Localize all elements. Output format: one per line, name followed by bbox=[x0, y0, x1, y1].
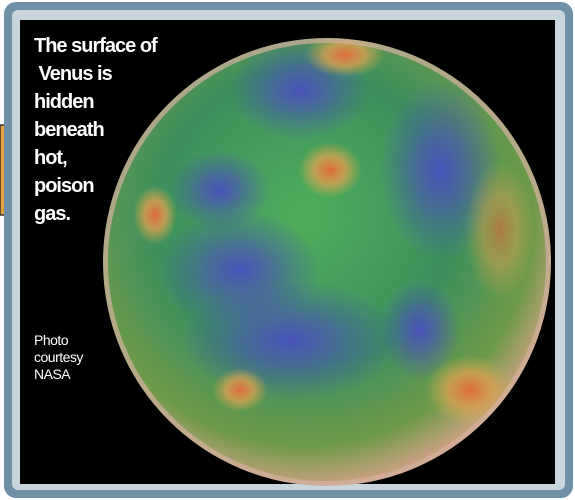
caption-line: Venus is bbox=[34, 63, 113, 85]
caption-line: hidden bbox=[34, 91, 94, 113]
caption-line: hot, bbox=[34, 147, 67, 169]
credit-line: Photo bbox=[34, 332, 69, 348]
caption-line: poison bbox=[34, 175, 94, 197]
caption: The surface of Venus is hidden beneath h… bbox=[34, 35, 159, 225]
credit: Photo courtesy NASA bbox=[34, 332, 84, 382]
caption-line: beneath bbox=[34, 119, 104, 141]
caption-line: gas. bbox=[34, 203, 70, 225]
caption-line: The surface of bbox=[34, 35, 158, 57]
venus-globe bbox=[103, 38, 551, 486]
credit-line: NASA bbox=[34, 366, 71, 382]
credit-line: courtesy bbox=[34, 349, 83, 365]
